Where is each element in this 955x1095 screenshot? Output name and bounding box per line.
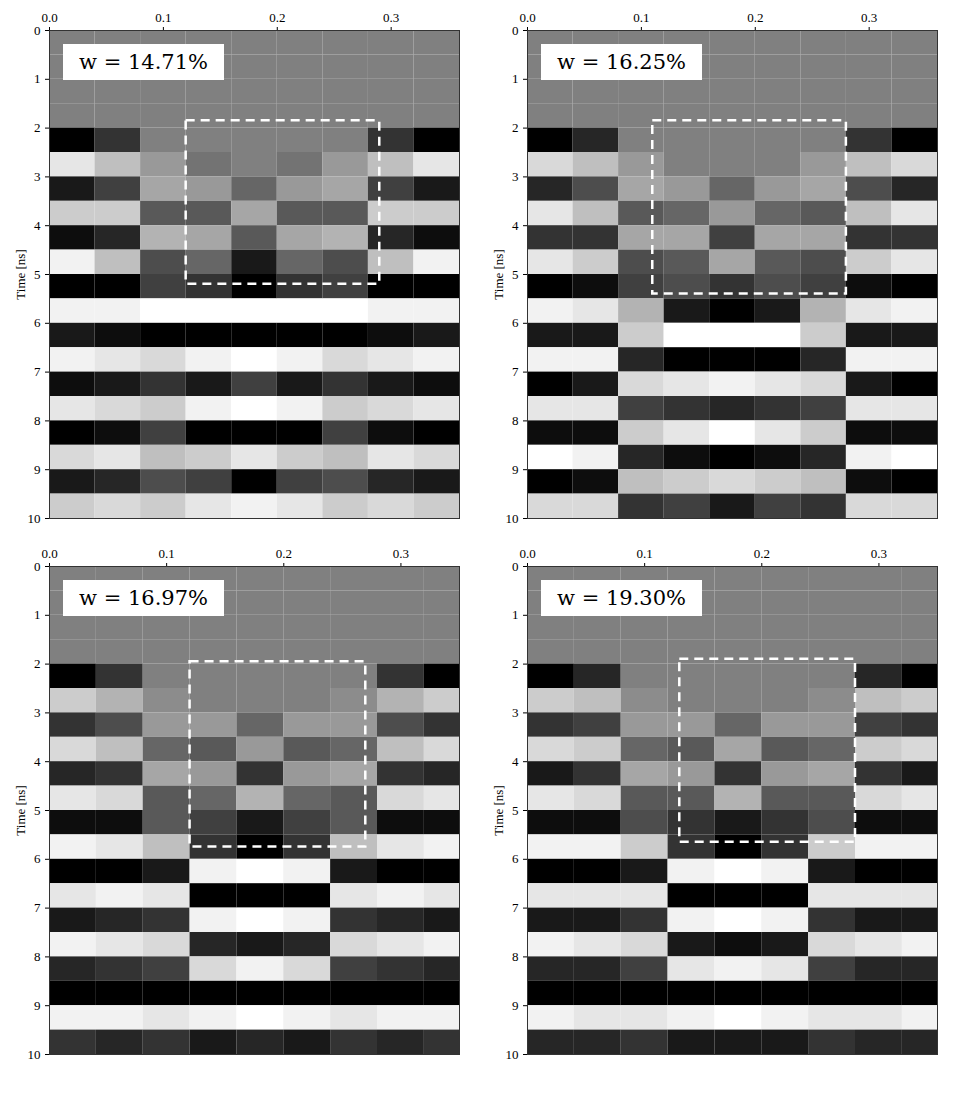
svg-text:Time [ns]: Time [ns] — [491, 249, 506, 299]
svg-text:0: 0 — [34, 23, 41, 38]
svg-text:6: 6 — [34, 315, 41, 330]
svg-text:2: 2 — [512, 656, 519, 671]
svg-text:3: 3 — [512, 169, 519, 184]
svg-text:0.3: 0.3 — [861, 10, 877, 25]
svg-text:5: 5 — [512, 803, 519, 818]
svg-text:10: 10 — [28, 1047, 41, 1062]
svg-text:9: 9 — [512, 998, 519, 1013]
svg-text:4: 4 — [512, 754, 519, 769]
html-text:w = 14.71%: w = 14.71% — [79, 50, 208, 74]
svg-text:1: 1 — [34, 71, 41, 86]
svg-text:0: 0 — [512, 559, 519, 574]
svg-text:2: 2 — [34, 120, 41, 135]
svg-text:0.2: 0.2 — [747, 10, 763, 25]
svg-text:0.3: 0.3 — [871, 546, 887, 561]
svg-text:8: 8 — [512, 949, 519, 964]
svg-text:4: 4 — [34, 218, 41, 233]
svg-text:5: 5 — [34, 267, 41, 282]
svg-text:9: 9 — [512, 462, 519, 477]
svg-text:0.1: 0.1 — [637, 546, 653, 561]
svg-text:10: 10 — [506, 511, 519, 526]
svg-text:8: 8 — [512, 413, 519, 428]
html-text:w = 16.97%: w = 16.97% — [79, 586, 208, 610]
svg-text:2: 2 — [34, 656, 41, 671]
svg-text:10: 10 — [28, 511, 41, 526]
svg-text:7: 7 — [34, 364, 41, 379]
svg-text:7: 7 — [512, 900, 519, 915]
svg-text:7: 7 — [512, 364, 519, 379]
svg-text:8: 8 — [34, 413, 41, 428]
svg-text:0.1: 0.1 — [155, 10, 171, 25]
svg-text:0.0: 0.0 — [41, 546, 57, 561]
html-text:w = 16.25%: w = 16.25% — [557, 50, 686, 74]
svg-text:10: 10 — [506, 1047, 519, 1062]
svg-text:1: 1 — [512, 71, 519, 86]
svg-text:7: 7 — [34, 900, 41, 915]
svg-text:0.2: 0.2 — [269, 10, 285, 25]
svg-text:9: 9 — [34, 462, 41, 477]
svg-text:0.1: 0.1 — [159, 546, 175, 561]
svg-text:0: 0 — [34, 559, 41, 574]
svg-text:6: 6 — [34, 851, 41, 866]
svg-text:4: 4 — [512, 218, 519, 233]
svg-text:6: 6 — [512, 851, 519, 866]
svg-text:3: 3 — [512, 705, 519, 720]
svg-text:8: 8 — [34, 949, 41, 964]
svg-text:0: 0 — [512, 23, 519, 38]
svg-text:2: 2 — [512, 120, 519, 135]
svg-text:5: 5 — [512, 267, 519, 282]
svg-text:9: 9 — [34, 998, 41, 1013]
svg-text:5: 5 — [34, 803, 41, 818]
svg-text:3: 3 — [34, 169, 41, 184]
svg-text:Time [ns]: Time [ns] — [491, 785, 506, 835]
svg-text:0.1: 0.1 — [633, 10, 649, 25]
svg-text:0.0: 0.0 — [519, 546, 535, 561]
svg-text:1: 1 — [512, 607, 519, 622]
svg-text:4: 4 — [34, 754, 41, 769]
svg-text:0.0: 0.0 — [41, 10, 57, 25]
svg-text:0.3: 0.3 — [383, 10, 399, 25]
svg-text:0.2: 0.2 — [276, 546, 292, 561]
svg-text:0.3: 0.3 — [393, 546, 409, 561]
svg-text:Time [ns]: Time [ns] — [13, 249, 28, 299]
svg-text:3: 3 — [34, 705, 41, 720]
svg-text:Time [ns]: Time [ns] — [13, 785, 28, 835]
svg-text:6: 6 — [512, 315, 519, 330]
svg-text:1: 1 — [34, 607, 41, 622]
svg-text:0.0: 0.0 — [519, 10, 535, 25]
svg-text:0.2: 0.2 — [754, 546, 770, 561]
html-text:w = 19.30%: w = 19.30% — [557, 586, 686, 610]
